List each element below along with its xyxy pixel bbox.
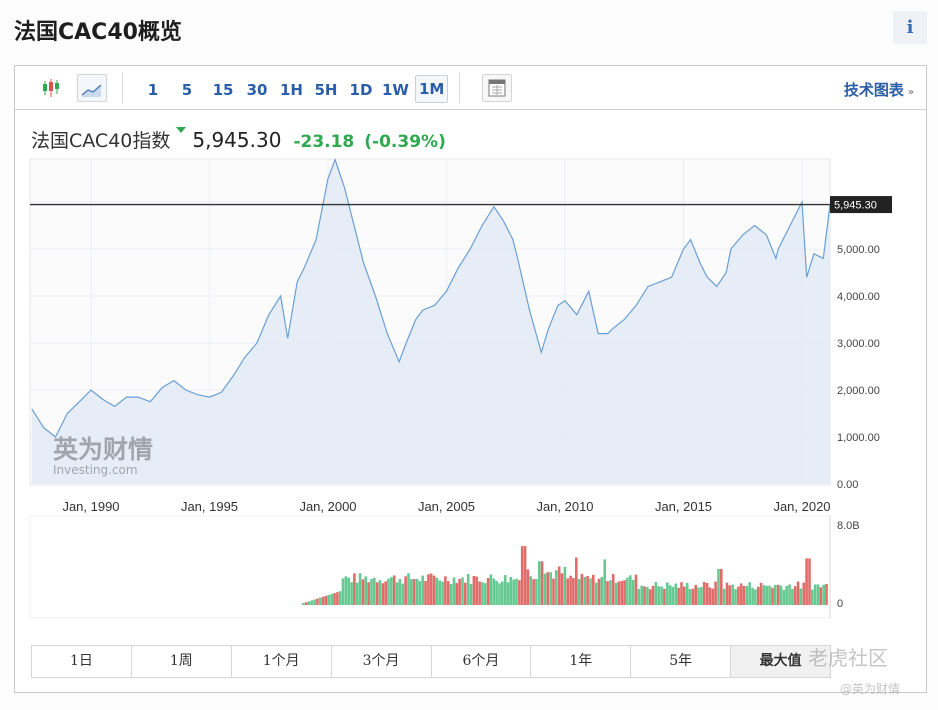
svg-text:5,000.00: 5,000.00 — [837, 244, 880, 256]
interval-5[interactable]: 5 — [181, 81, 193, 99]
technical-chart-link[interactable]: 技术图表» — [844, 79, 914, 100]
y-axis-labels: 0.00 1,000.00 2,000.00 3,000.00 4,000.00 5,00… — [837, 244, 880, 491]
volume-max-label: 8.0B — [837, 520, 860, 532]
range-6m[interactable]: 6个月 — [431, 646, 532, 677]
table-view-icon — [488, 79, 506, 97]
instrument-name: 法国CAC40指数 — [31, 130, 171, 152]
double-chevron-right-icon: » — [907, 87, 914, 98]
volume-zero-label: 0 — [837, 598, 843, 610]
svg-text:Jan, 2010: Jan, 2010 — [536, 499, 593, 514]
investing-logo-cn: 英为财情 — [53, 435, 153, 464]
range-1w[interactable]: 1周 — [131, 646, 232, 677]
toolbar-divider — [459, 73, 460, 103]
svg-text:4,000.00: 4,000.00 — [837, 291, 880, 303]
range-3m[interactable]: 3个月 — [331, 646, 432, 677]
price-change: -23.18 — [293, 132, 355, 152]
range-1y[interactable]: 1年 — [531, 646, 632, 677]
interval-1[interactable]: 1 — [147, 81, 159, 99]
technical-chart-label: 技术图表 — [843, 81, 904, 99]
interval-30[interactable]: 30 — [246, 81, 268, 99]
quote-header: 法国CAC40指数 5,945.30 -23.18 (-0.39%) — [31, 126, 456, 152]
x-axis-labels: Jan, 1990 Jan, 1995 Jan, 2000 Jan, 2005 Jan,… — [62, 499, 830, 514]
current-price-tag: 5,945.30 — [830, 196, 892, 214]
range-1d[interactable]: 1日 — [32, 646, 132, 677]
svg-text:Jan, 1995: Jan, 1995 — [181, 499, 238, 514]
price-chart[interactable]: 5,945.30 0.00 1,000.00 2,000.00 3,000.00 4,0… — [15, 66, 928, 694]
chart-panel: 1 5 15 30 1H 5H 1D 1W 1M 技术图表» 法国CAC40指数… — [14, 65, 927, 693]
chart-toolbar: 1 5 15 30 1H 5H 1D 1W 1M 技术图表» — [15, 66, 926, 110]
down-triangle-icon — [176, 127, 187, 133]
table-view-button[interactable] — [482, 74, 512, 102]
weibo-watermark: @英为财情 — [840, 682, 901, 696]
interval-1h[interactable]: 1H — [280, 81, 303, 99]
range-1m[interactable]: 1个月 — [231, 646, 332, 677]
interval-1d[interactable]: 1D — [349, 81, 373, 99]
range-selector: 1日 1周 1个月 3个月 6个月 1年 5年 最大值 — [31, 645, 831, 678]
interval-1w[interactable]: 1W — [382, 81, 409, 99]
svg-text:Jan, 1990: Jan, 1990 — [62, 499, 119, 514]
area-chart-button[interactable] — [77, 74, 107, 102]
info-button[interactable]: i — [893, 11, 927, 44]
svg-text:1,000.00: 1,000.00 — [837, 432, 880, 444]
candlestick-icon — [43, 79, 59, 97]
candlestick-chart-button[interactable] — [37, 74, 67, 102]
interval-15[interactable]: 15 — [212, 81, 234, 99]
range-5y[interactable]: 5年 — [631, 646, 732, 677]
price-change-percent: (-0.39%) — [364, 132, 446, 152]
page-title: 法国CAC40概览 — [14, 20, 182, 45]
svg-text:0.00: 0.00 — [837, 479, 858, 491]
price-area — [31, 159, 830, 484]
toolbar-divider — [122, 73, 123, 103]
last-price: 5,945.30 — [192, 128, 282, 152]
svg-text:3,000.00: 3,000.00 — [837, 338, 880, 350]
interval-1m[interactable]: 1M — [415, 75, 449, 103]
svg-text:2,000.00: 2,000.00 — [837, 385, 880, 397]
svg-text:Jan, 2015: Jan, 2015 — [655, 499, 712, 514]
price-line — [31, 157, 831, 438]
interval-5h[interactable]: 5H — [314, 81, 338, 99]
svg-text:Jan, 2005: Jan, 2005 — [418, 499, 475, 514]
investing-logo-en: Investing.com — [53, 463, 138, 477]
svg-text:5,945.30: 5,945.30 — [834, 200, 877, 212]
svg-text:Jan, 2000: Jan, 2000 — [299, 499, 356, 514]
corner-watermark: 老虎社区 — [808, 646, 888, 670]
range-max[interactable]: 最大值 — [731, 646, 830, 677]
area-chart-icon — [81, 84, 102, 97]
svg-text:Jan, 2020: Jan, 2020 — [773, 499, 830, 514]
volume-bars — [301, 546, 828, 605]
